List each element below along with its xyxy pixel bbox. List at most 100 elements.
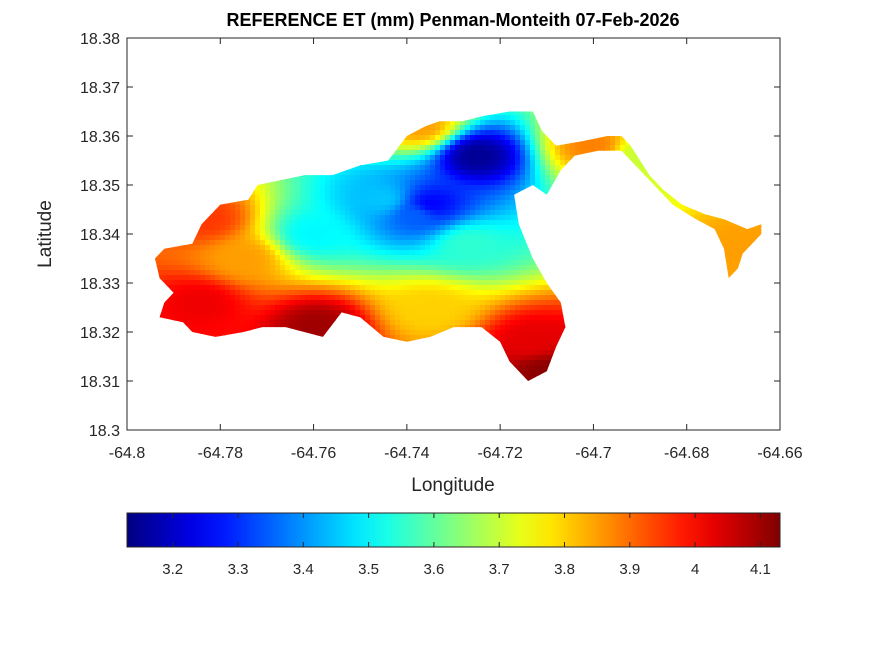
heat-cell (350, 245, 356, 251)
heat-cell (390, 205, 396, 211)
heat-cell (465, 215, 471, 221)
heat-cell (700, 220, 706, 226)
heat-cell (225, 210, 231, 216)
heat-cell (465, 120, 471, 126)
heat-cell (525, 170, 531, 176)
heat-cell (290, 215, 296, 221)
heat-cell (635, 160, 641, 166)
heat-cell (300, 250, 306, 256)
heat-cell (670, 200, 676, 206)
heat-cell (485, 145, 491, 151)
heat-cell (440, 175, 446, 181)
heat-cell (165, 250, 171, 256)
heat-cell (275, 190, 281, 196)
heat-cell (450, 145, 456, 151)
heat-cell (515, 245, 521, 251)
heat-cell (405, 250, 411, 256)
heat-cell (485, 135, 491, 141)
heat-cell (550, 140, 556, 146)
heat-cell (175, 245, 181, 251)
heat-cell (450, 215, 456, 221)
heat-cell (410, 150, 416, 156)
heat-cell (390, 190, 396, 196)
heat-cell (460, 205, 466, 211)
heat-cell (255, 245, 261, 251)
heat-cell (205, 240, 211, 246)
heat-cell (410, 200, 416, 206)
heat-cell (550, 175, 556, 181)
heat-cell (355, 245, 361, 251)
heat-cell (340, 245, 346, 251)
heat-cell (345, 210, 351, 216)
heat-cell (480, 195, 486, 201)
heat-cell (365, 230, 371, 236)
heat-cell (300, 200, 306, 206)
heat-cell (505, 170, 511, 176)
heat-cell (520, 255, 526, 261)
heat-cell (435, 220, 441, 226)
heat-cell (455, 155, 461, 161)
heat-cell (330, 185, 336, 191)
heat-cell (465, 260, 471, 266)
heat-cell (390, 185, 396, 191)
heat-cell (350, 255, 356, 261)
heat-cell (440, 230, 446, 236)
heat-cell (350, 230, 356, 236)
heat-cell (475, 260, 481, 266)
heat-cell (390, 200, 396, 206)
heat-cell (265, 200, 271, 206)
heat-cell (460, 195, 466, 201)
heat-cell (725, 250, 731, 256)
heat-cell (450, 155, 456, 161)
heat-cell (435, 180, 441, 186)
heat-cell (195, 235, 201, 241)
heat-cell (450, 260, 456, 266)
heat-cell (460, 250, 466, 256)
heat-cell (530, 120, 536, 126)
heat-cell (365, 215, 371, 221)
heat-cell (320, 255, 326, 261)
heat-cell (760, 225, 762, 231)
heat-cell (490, 145, 496, 151)
heat-cell (480, 145, 486, 151)
heat-cell (485, 200, 491, 206)
heat-cell (450, 160, 456, 166)
heat-cell (740, 250, 746, 256)
heat-cell (410, 220, 416, 226)
heat-cell (380, 195, 386, 201)
heat-cell (205, 250, 211, 256)
heat-cell (400, 170, 406, 176)
heat-cell (250, 250, 256, 256)
heat-cell (390, 260, 396, 266)
heat-cell (405, 145, 411, 151)
heat-cell (455, 210, 461, 216)
heat-cell (365, 180, 371, 186)
heat-cell (380, 210, 386, 216)
heat-cell (385, 240, 391, 246)
heat-cell (395, 205, 401, 211)
heat-cell (265, 260, 271, 266)
heat-cell (505, 111, 511, 116)
heat-cell (350, 185, 356, 191)
heat-cell (245, 240, 251, 246)
heat-cell (440, 180, 446, 186)
heat-cell (165, 255, 171, 261)
heat-cell (340, 215, 346, 221)
heat-cell (475, 240, 481, 246)
heat-cell (740, 240, 746, 246)
heat-cell (370, 240, 376, 246)
heat-cell (350, 210, 356, 216)
heat-cell (395, 220, 401, 226)
heat-cell (530, 145, 536, 151)
heat-cell (230, 220, 236, 226)
heat-cell (215, 240, 221, 246)
heat-cell (315, 220, 321, 226)
heat-cell (290, 205, 296, 211)
heat-cell (465, 180, 471, 186)
heat-cell (310, 245, 316, 251)
heat-cell (390, 220, 396, 226)
heat-cell (275, 250, 281, 256)
heat-cell (245, 200, 251, 206)
heat-cell (220, 250, 226, 256)
heat-cell (315, 250, 321, 256)
